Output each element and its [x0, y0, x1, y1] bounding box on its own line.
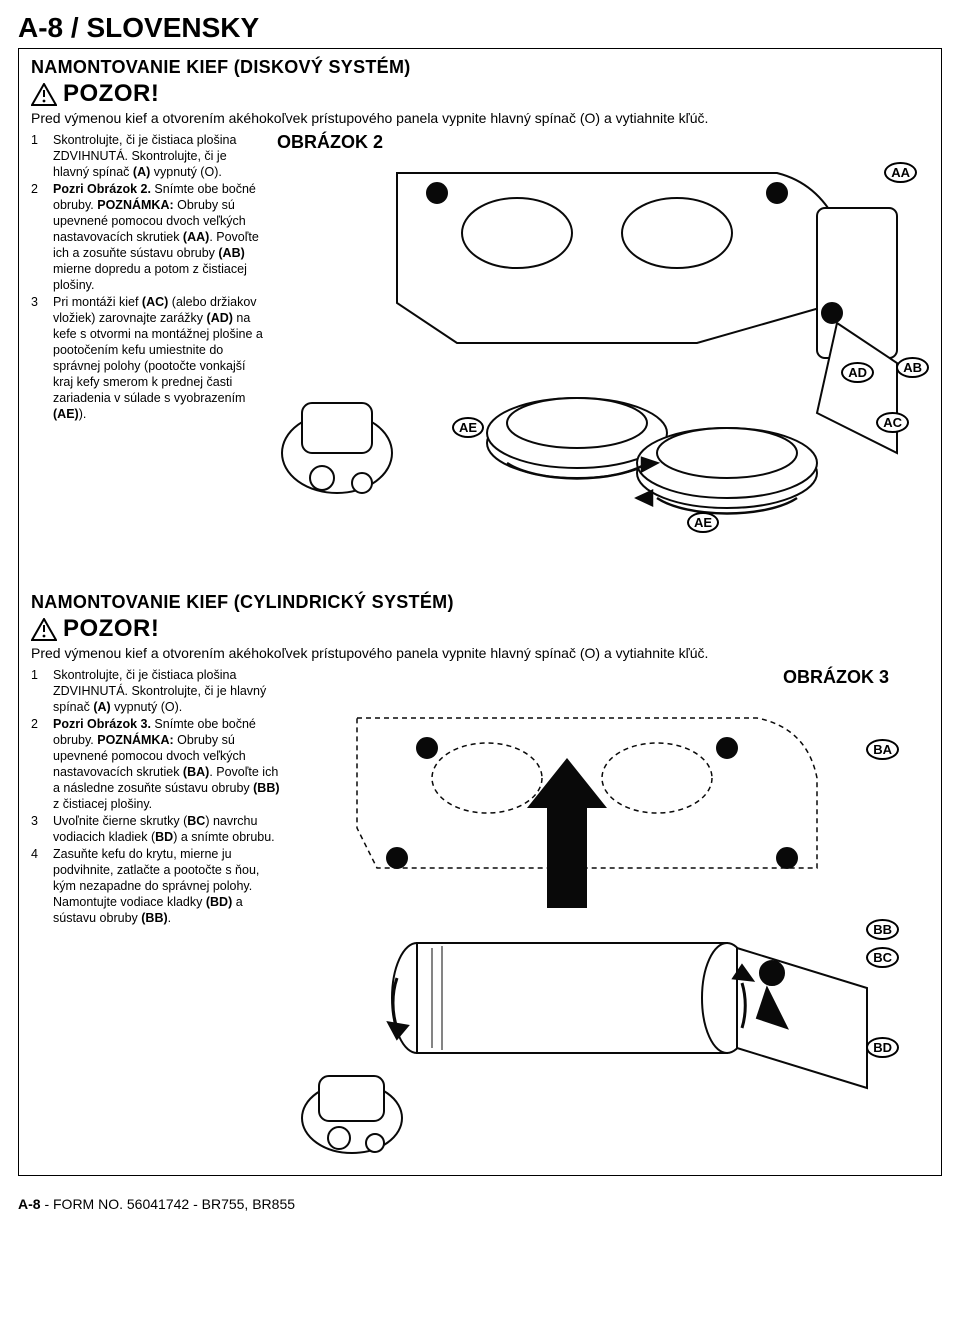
- item-body: Pri montáži kief (AC) (alebo držiakov vl…: [53, 294, 263, 422]
- list-item: 3 Uvoľnite čierne skrutky (BC) navrchu v…: [31, 813, 283, 845]
- text-bold: Pozri Obrázok 2.: [53, 182, 151, 196]
- callout-aa: AA: [884, 162, 917, 183]
- section1-textcol: 1 Skontrolujte, či je čistiaca plošina Z…: [31, 132, 263, 578]
- text-bold: (A): [133, 165, 150, 179]
- text-bold: BD: [155, 830, 173, 844]
- callout-ab: AB: [896, 357, 929, 378]
- text: mierne dopredu a potom z čistiacej ploši…: [53, 262, 247, 292]
- item-number: 1: [31, 132, 43, 180]
- text-bold: POZNÁMKA:: [97, 198, 173, 212]
- section2-textcol: 1 Skontrolujte, či je čistiaca plošina Z…: [31, 667, 283, 1163]
- list-item: 2 Pozri Obrázok 2. Snímte obe bočné obru…: [31, 181, 263, 293]
- text-bold: (A): [93, 700, 110, 714]
- list-item: 3 Pri montáži kief (AC) (alebo držiakov …: [31, 294, 263, 422]
- footer-prefix: A-8: [18, 1196, 41, 1212]
- warning-icon: [31, 618, 57, 641]
- page-footer: A-8 - FORM NO. 56041742 - BR755, BR855: [18, 1196, 942, 1212]
- text-bold: (AD): [207, 311, 233, 325]
- list-item: 1 Skontrolujte, či je čistiaca plošina Z…: [31, 667, 283, 715]
- text: vypnutý (O).: [111, 700, 183, 714]
- figure3-area: OBRÁZOK 3: [297, 667, 929, 1163]
- item-body: Pozri Obrázok 3. Snímte obe bočné obruby…: [53, 716, 283, 812]
- text: vypnutý (O).: [150, 165, 222, 179]
- text-bold: (BD): [206, 895, 232, 909]
- section1-intro: Pred výmenou kief a otvorením akéhokoľve…: [31, 110, 929, 126]
- item-body: Uvoľnite čierne skrutky (BC) navrchu vod…: [53, 813, 283, 845]
- text-bold: (BB): [141, 911, 167, 925]
- list-item: 2 Pozri Obrázok 3. Snímte obe bočné obru…: [31, 716, 283, 812]
- text-bold: (AA): [183, 230, 209, 244]
- warn-text-1: POZOR!: [63, 80, 159, 108]
- list-item: 1 Skontrolujte, či je čistiaca plošina Z…: [31, 132, 263, 180]
- text: ) a snímte obrubu.: [173, 830, 274, 844]
- warn-row-2: POZOR!: [31, 615, 929, 643]
- figure3-label: OBRÁZOK 3: [297, 667, 929, 688]
- text-bold: POZNÁMKA:: [97, 733, 173, 747]
- item-body: Pozri Obrázok 2. Snímte obe bočné obruby…: [53, 181, 263, 293]
- page-header: A-8 / SLOVENSKY: [18, 12, 942, 44]
- text: ).: [79, 407, 87, 421]
- item-number: 4: [31, 846, 43, 926]
- callout-bb: BC: [866, 947, 899, 968]
- item-number: 3: [31, 813, 43, 845]
- item-number: 3: [31, 294, 43, 422]
- text: na kefe s otvormi na montážnej plošine a…: [53, 311, 263, 405]
- text-bold: (AC): [142, 295, 168, 309]
- callout-ae2: AE: [687, 512, 719, 533]
- text: Pri montáži kief: [53, 295, 142, 309]
- item-number: 2: [31, 716, 43, 812]
- main-frame: NAMONTOVANIE KIEF (DISKOVÝ SYSTÉM) POZOR…: [18, 48, 942, 1176]
- section2-title: NAMONTOVANIE KIEF (CYLINDRICKÝ SYSTÉM): [31, 592, 929, 613]
- section1-title: NAMONTOVANIE KIEF (DISKOVÝ SYSTÉM): [31, 57, 929, 78]
- callout-ae1: AE: [452, 417, 484, 438]
- item-body: Zasuňte kefu do krytu, mierne ju podvihn…: [53, 846, 283, 926]
- figure3-svg: [297, 688, 917, 1158]
- text-bold: (BB): [253, 781, 279, 795]
- warning-icon: [31, 83, 57, 106]
- warn-row-1: POZOR!: [31, 80, 929, 108]
- item-number: 1: [31, 667, 43, 715]
- callout-bd: BD: [866, 1037, 899, 1058]
- text: z čistiacej plošiny.: [53, 797, 152, 811]
- text-bold: BC: [187, 814, 205, 828]
- footer-text: - FORM NO. 56041742 - BR755, BR855: [41, 1196, 295, 1212]
- list-item: 4 Zasuňte kefu do krytu, mierne ju podvi…: [31, 846, 283, 926]
- text: Uvoľnite čierne skrutky (: [53, 814, 187, 828]
- callout-ad: AD: [841, 362, 874, 383]
- warn-text-2: POZOR!: [63, 615, 159, 643]
- text-bold: (AE): [53, 407, 79, 421]
- callout-ac: AC: [876, 412, 909, 433]
- item-body: Skontrolujte, či je čistiaca plošina ZDV…: [53, 667, 283, 715]
- text-bold: (BA): [183, 765, 209, 779]
- item-number: 2: [31, 181, 43, 293]
- text-bold: Pozri Obrázok 3.: [53, 717, 151, 731]
- callout-ba: BA: [866, 739, 899, 760]
- section2-intro: Pred výmenou kief a otvorením akéhokoľve…: [31, 645, 929, 661]
- item-body: Skontrolujte, či je čistiaca plošina ZDV…: [53, 132, 263, 180]
- figure2-svg: [277, 153, 917, 573]
- text: .: [168, 911, 171, 925]
- text-bold: (AB): [218, 246, 244, 260]
- figure2-area: OBRÁZOK 2: [277, 132, 929, 578]
- callout-bc: BB: [866, 919, 899, 940]
- section1-content: 1 Skontrolujte, či je čistiaca plošina Z…: [31, 132, 929, 578]
- figure2-label: OBRÁZOK 2: [277, 132, 929, 153]
- section2-content: 1 Skontrolujte, či je čistiaca plošina Z…: [31, 667, 929, 1163]
